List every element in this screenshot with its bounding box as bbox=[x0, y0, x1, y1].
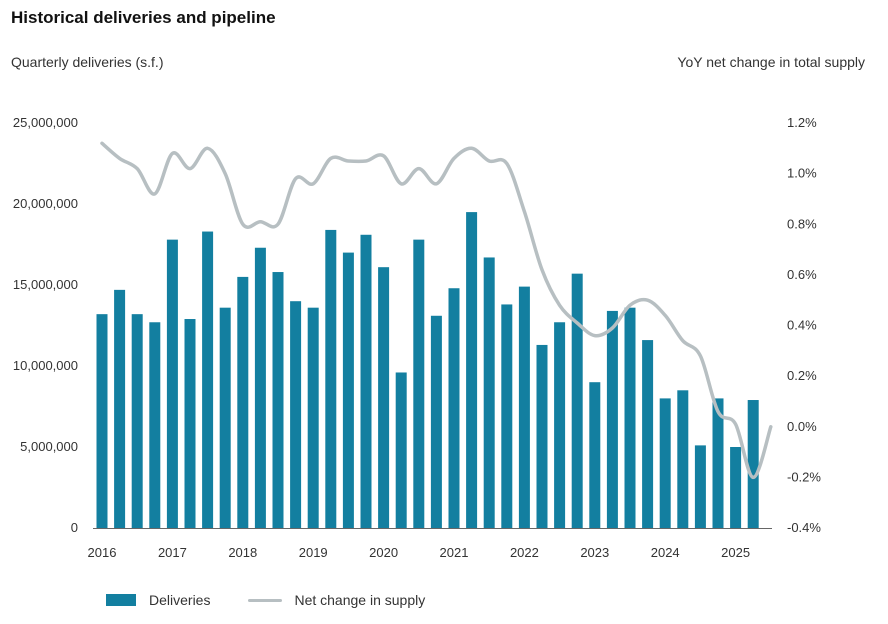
right-tick-label: 0.4% bbox=[787, 318, 817, 333]
legend-bar-swatch bbox=[106, 594, 136, 606]
legend-item-deliveries: Deliveries bbox=[106, 592, 210, 608]
deliveries-bar bbox=[712, 398, 724, 528]
left-tick-label: 5,000,000 bbox=[20, 439, 78, 454]
deliveries-bar bbox=[747, 400, 759, 528]
deliveries-bar bbox=[624, 307, 636, 528]
deliveries-bar bbox=[325, 229, 337, 529]
net-change-line bbox=[100, 141, 773, 480]
deliveries-bar bbox=[307, 307, 319, 528]
deliveries-bar bbox=[342, 252, 354, 528]
deliveries-bar bbox=[272, 272, 284, 528]
left-tick-label: 0 bbox=[71, 520, 78, 535]
x-tick-label: 2021 bbox=[440, 545, 469, 560]
deliveries-bar bbox=[360, 234, 372, 528]
right-tick-label: 1.0% bbox=[787, 166, 817, 181]
deliveries-bar bbox=[378, 267, 390, 528]
left-axis-label: Quarterly deliveries (s.f.) bbox=[11, 54, 164, 70]
deliveries-bar bbox=[430, 315, 442, 528]
deliveries-bar bbox=[184, 319, 196, 528]
deliveries-bar bbox=[483, 257, 495, 528]
deliveries-bar bbox=[131, 314, 143, 528]
deliveries-bar bbox=[114, 289, 126, 528]
deliveries-bar bbox=[448, 288, 460, 528]
deliveries-bar bbox=[237, 276, 249, 528]
x-axis-ticks: 2016 2017 2018 2019 2020 2021 2022 2023 2024 2025 bbox=[88, 545, 751, 560]
right-tick-label: 0.2% bbox=[787, 368, 817, 383]
deliveries-bar bbox=[642, 340, 654, 528]
right-tick-label: -0.2% bbox=[787, 469, 821, 484]
deliveries-bar bbox=[290, 301, 302, 528]
x-tick-label: 2018 bbox=[228, 545, 257, 560]
x-tick-label: 2022 bbox=[510, 545, 539, 560]
x-tick-label: 2020 bbox=[369, 545, 398, 560]
deliveries-bar bbox=[659, 398, 671, 528]
deliveries-bar bbox=[554, 322, 566, 528]
deliveries-bar bbox=[413, 239, 425, 528]
deliveries-bar bbox=[677, 390, 689, 528]
right-tick-label: 0.6% bbox=[787, 267, 817, 282]
right-axis-ticks: 1.2% 1.0% 0.8% 0.6% 0.4% 0.2% 0.0% -0.2% -0.4% bbox=[787, 115, 821, 535]
deliveries-bar bbox=[730, 447, 742, 528]
x-tick-label: 2016 bbox=[88, 545, 117, 560]
x-tick-label: 2019 bbox=[299, 545, 328, 560]
left-tick-label: 25,000,000 bbox=[13, 115, 78, 130]
chart-title: Historical deliveries and pipeline bbox=[11, 8, 276, 27]
left-tick-label: 20,000,000 bbox=[13, 196, 78, 211]
net-change-line-layer bbox=[100, 141, 773, 480]
left-tick-label: 10,000,000 bbox=[13, 358, 78, 373]
deliveries-bar bbox=[571, 273, 583, 528]
deliveries-bar bbox=[149, 322, 161, 528]
deliveries-bar bbox=[166, 239, 178, 528]
legend-line-swatch bbox=[248, 598, 283, 602]
deliveries-bar bbox=[219, 307, 231, 528]
deliveries-bar bbox=[589, 382, 601, 528]
legend: Deliveries Net change in supply bbox=[106, 592, 463, 608]
right-tick-label: 0.8% bbox=[787, 216, 817, 231]
deliveries-bar bbox=[96, 314, 108, 528]
deliveries-bar bbox=[395, 372, 407, 528]
deliveries-bar bbox=[466, 212, 478, 528]
legend-label-deliveries: Deliveries bbox=[149, 592, 211, 608]
deliveries-bar bbox=[606, 310, 618, 528]
deliveries-bar bbox=[536, 344, 548, 528]
left-axis-ticks: 25,000,000 20,000,000 15,000,000 10,000,000… bbox=[13, 115, 78, 535]
right-tick-label: 1.2% bbox=[787, 115, 817, 130]
x-tick-label: 2025 bbox=[721, 545, 750, 560]
x-tick-label: 2024 bbox=[651, 545, 680, 560]
deliveries-bar bbox=[501, 304, 513, 528]
legend-item-net-change: Net change in supply bbox=[248, 592, 425, 608]
right-tick-label: -0.4% bbox=[787, 520, 821, 535]
legend-label-net-change: Net change in supply bbox=[294, 592, 426, 608]
deliveries-bars bbox=[96, 212, 759, 529]
deliveries-bar bbox=[202, 231, 214, 529]
deliveries-bar bbox=[694, 445, 706, 528]
right-axis-label: YoY net change in total supply bbox=[677, 54, 865, 70]
x-tick-label: 2023 bbox=[580, 545, 609, 560]
x-tick-label: 2017 bbox=[158, 545, 187, 560]
deliveries-bar bbox=[254, 247, 266, 529]
deliveries-bar bbox=[518, 286, 530, 528]
left-tick-label: 15,000,000 bbox=[13, 277, 78, 292]
right-tick-label: 0.0% bbox=[787, 419, 817, 434]
